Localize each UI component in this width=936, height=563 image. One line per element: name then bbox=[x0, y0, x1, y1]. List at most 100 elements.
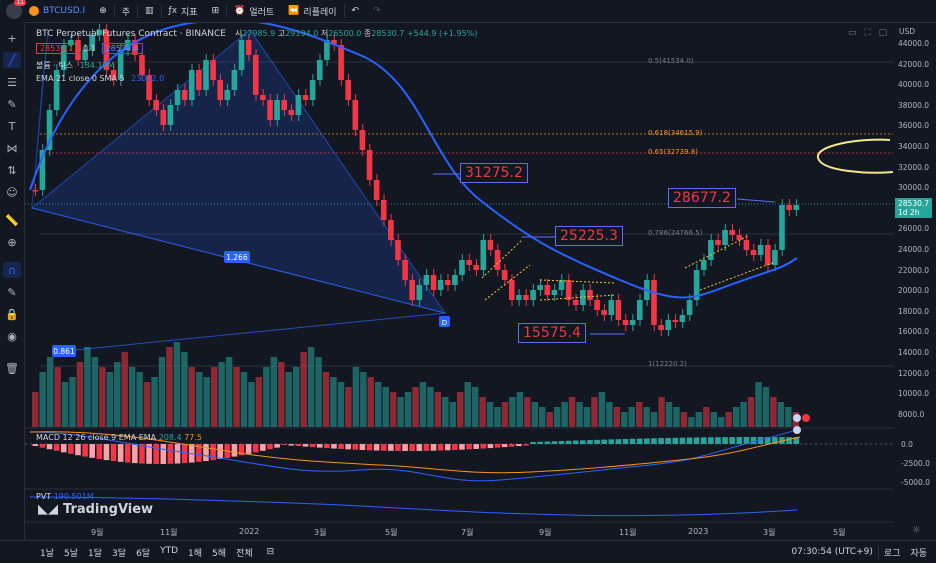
candle-body bbox=[444, 280, 451, 285]
range-button[interactable]: 1날 bbox=[40, 548, 55, 559]
zoom-icon[interactable]: ⊕ bbox=[7, 235, 17, 249]
pattern-label-d: D bbox=[442, 319, 447, 327]
fib-icon[interactable]: ☰ bbox=[7, 75, 17, 89]
chart-type-button[interactable]: ▥ bbox=[138, 0, 161, 22]
date-range-icon[interactable]: ⊟ bbox=[266, 547, 275, 557]
timezone-settings-icon[interactable]: ☼ bbox=[912, 525, 921, 536]
macd-bar bbox=[402, 444, 408, 451]
candle-body bbox=[309, 80, 316, 100]
interval-button[interactable]: 주 bbox=[121, 7, 131, 18]
prediction-icon[interactable]: ⇅ bbox=[7, 163, 17, 177]
trendline-icon[interactable]: ╱ bbox=[3, 52, 21, 68]
text-icon[interactable]: T bbox=[8, 119, 16, 133]
candle-body bbox=[324, 40, 330, 60]
templates-button[interactable]: ⊞ bbox=[205, 0, 227, 22]
range-button[interactable]: YTD bbox=[160, 545, 179, 556]
candle-body bbox=[558, 280, 565, 290]
chart-pane-buttons: ▭ ⛶ ▢ bbox=[848, 28, 887, 38]
chart-title[interactable]: BTC Perpetual Futures Contract · BINANCE bbox=[36, 29, 226, 39]
trash-icon[interactable]: 🗑 bbox=[5, 361, 19, 375]
macd-bar bbox=[772, 437, 778, 444]
indicators-button[interactable]: ƒx 지표 bbox=[168, 6, 198, 18]
volume-bar bbox=[263, 367, 270, 427]
price-callout-2[interactable]: 25225.3 bbox=[555, 226, 623, 246]
macd-bar bbox=[444, 444, 451, 451]
candle-body bbox=[772, 250, 778, 265]
pattern-label-bg-d bbox=[439, 316, 450, 327]
eye-icon[interactable]: ◉ bbox=[7, 329, 17, 343]
crosshair-icon[interactable]: + bbox=[7, 31, 17, 45]
macd-histogram bbox=[32, 437, 799, 464]
price-axis[interactable]: USD 44000.0 42000.0 40000.0 38000.0 36000.0 34… bbox=[893, 23, 936, 527]
candle-body bbox=[89, 35, 95, 50]
macd-bar bbox=[167, 444, 174, 464]
range-button[interactable]: 1해 bbox=[188, 548, 203, 559]
buy-price[interactable]: 28530.8 bbox=[101, 43, 143, 54]
pane-settings-icon[interactable]: ▭ bbox=[848, 28, 857, 38]
price-callout-3[interactable]: 15575.4 bbox=[518, 323, 586, 343]
main-chart[interactable]: 1.266 0.861 D bbox=[25, 23, 893, 540]
tradingview-logo: ◣◢ TradingView bbox=[38, 502, 154, 517]
candle-body bbox=[46, 110, 53, 150]
candle-body bbox=[459, 260, 465, 275]
range-button[interactable]: 전체 bbox=[236, 548, 253, 559]
volume-bar bbox=[322, 372, 330, 427]
alert-button[interactable]: ⏰ 얼러트 bbox=[234, 6, 275, 18]
candle-body bbox=[274, 100, 280, 120]
volume-bar bbox=[524, 397, 531, 427]
candle-body bbox=[388, 220, 394, 240]
macd-line bbox=[29, 430, 801, 482]
volume-bar bbox=[121, 352, 128, 427]
volume-bar bbox=[412, 387, 419, 427]
price-callout-4[interactable]: 28677.2 bbox=[668, 188, 736, 208]
macd-bar bbox=[359, 444, 366, 451]
macd-bar bbox=[96, 444, 103, 460]
candle-body bbox=[466, 260, 472, 265]
harmonic-pattern-left bbox=[31, 29, 49, 209]
auto-scale-button[interactable]: 자동 bbox=[910, 548, 927, 559]
pane-maximize-icon[interactable]: ⛶ bbox=[864, 28, 871, 38]
pane-more-icon[interactable]: ▢ bbox=[878, 28, 888, 38]
candle-body bbox=[452, 275, 458, 285]
ruler-icon[interactable]: 📏 bbox=[5, 213, 19, 227]
magnet-icon[interactable]: ∩ bbox=[3, 262, 21, 278]
candle-body bbox=[217, 80, 223, 100]
log-scale-button[interactable]: 로그 bbox=[883, 548, 901, 559]
pattern-icon[interactable]: ⋈ bbox=[6, 141, 18, 155]
candle-body bbox=[786, 205, 792, 210]
macd-bar bbox=[700, 437, 707, 444]
candle-body bbox=[359, 130, 366, 150]
hand-drawn-ellipse bbox=[816, 138, 893, 174]
clock[interactable]: 07:30:54 (UTC+9) bbox=[791, 547, 873, 557]
sell-price[interactable]: 28530.7 bbox=[36, 43, 78, 54]
redo-button[interactable]: ↷ bbox=[366, 0, 388, 22]
macd-bar bbox=[416, 444, 423, 451]
range-button[interactable]: 5날 bbox=[64, 548, 79, 559]
price-callout-1[interactable]: 31275.2 bbox=[460, 163, 528, 183]
range-button[interactable]: 1달 bbox=[88, 548, 103, 559]
symbol-search[interactable]: BTCUSD.I bbox=[22, 0, 92, 22]
emoji-icon[interactable]: ☺ bbox=[6, 185, 18, 199]
replay-button[interactable]: ⏪ 리플레이 bbox=[288, 6, 337, 18]
time-tick-label: 2022 bbox=[239, 527, 260, 536]
volume-bar bbox=[658, 397, 665, 427]
lock-drawing-icon[interactable]: ✎ bbox=[7, 285, 17, 299]
volume-bar bbox=[516, 392, 524, 427]
compare-button[interactable]: ⊕ bbox=[92, 0, 114, 22]
range-button[interactable]: 6달 bbox=[136, 548, 151, 559]
candle-body bbox=[487, 240, 494, 250]
candle-body bbox=[658, 325, 664, 330]
user-avatar[interactable]: 11 bbox=[6, 0, 26, 19]
candle-body bbox=[160, 110, 167, 125]
candle-body bbox=[530, 290, 536, 300]
macd-bar bbox=[651, 438, 657, 444]
pattern-line-bd bbox=[54, 312, 446, 353]
volume-bar bbox=[233, 367, 240, 427]
range-button[interactable]: 5해 bbox=[212, 548, 227, 559]
lock-icon[interactable]: 🔒 bbox=[5, 307, 19, 321]
undo-button[interactable]: ↶ bbox=[345, 0, 367, 22]
currency-label[interactable]: USD bbox=[899, 27, 916, 36]
brush-icon[interactable]: ✎ bbox=[7, 97, 17, 111]
volume-bar bbox=[494, 407, 501, 427]
range-button[interactable]: 3달 bbox=[112, 548, 127, 559]
